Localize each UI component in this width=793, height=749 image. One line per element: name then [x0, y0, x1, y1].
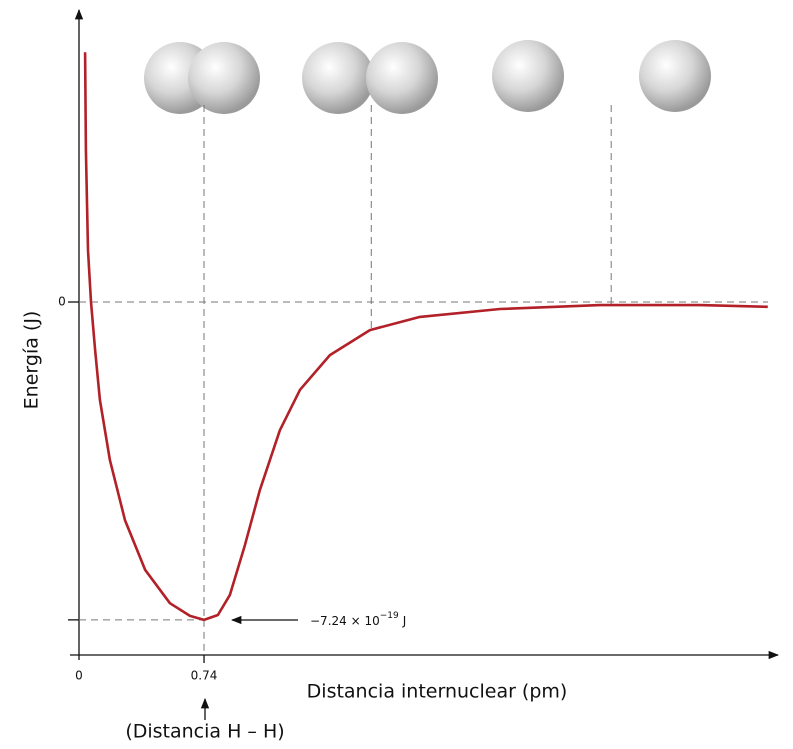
- energy-curve: [83, 52, 768, 622]
- y-tick-label: 0: [58, 295, 66, 309]
- x-note: (Distancia H – H): [125, 721, 284, 743]
- y-axis-label: Energía (J): [21, 311, 43, 410]
- annotation-exponent: −19: [380, 611, 399, 621]
- x-tick-label: 0.74: [191, 669, 218, 683]
- annotation-unit: J: [402, 614, 407, 628]
- x-tick-label: 0: [75, 669, 83, 683]
- atoms: [144, 40, 711, 114]
- x-axis-label: Distancia internuclear (pm): [307, 681, 568, 703]
- annotation: −7.24 × 10−19 J: [310, 611, 406, 628]
- annotation-text: −7.24 × 10: [310, 614, 380, 628]
